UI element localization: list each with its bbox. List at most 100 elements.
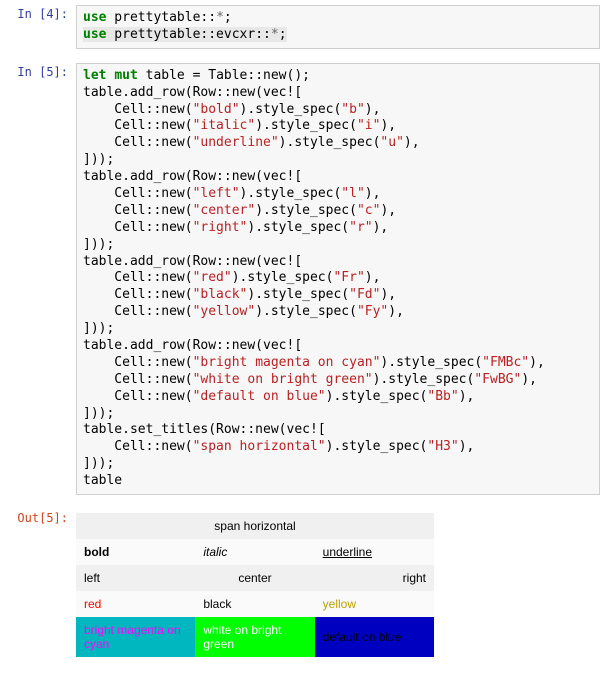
code-text: ])); bbox=[83, 321, 114, 336]
str: "underline" bbox=[193, 135, 279, 150]
vec-macro: vec! bbox=[263, 169, 294, 184]
kw-let: let bbox=[83, 68, 106, 83]
table-row: redblackyellow bbox=[76, 591, 434, 617]
semi: ; bbox=[224, 10, 232, 25]
str: "Fd" bbox=[349, 287, 380, 302]
str: "Fr" bbox=[333, 270, 364, 285]
code-text: table = Table::new(); bbox=[138, 68, 310, 83]
star: * bbox=[271, 27, 279, 42]
str: "l" bbox=[341, 186, 364, 201]
code-text: table.add_row(Row::new( bbox=[83, 254, 263, 269]
code-text: Cell::new( bbox=[83, 372, 193, 387]
table-row: bright magenta on cyanwhite on bright gr… bbox=[76, 617, 434, 657]
code-text: ).style_spec( bbox=[247, 220, 349, 235]
table-cell: center bbox=[195, 565, 314, 591]
code-text: ).style_spec( bbox=[326, 389, 428, 404]
str: "white on bright green" bbox=[193, 372, 373, 387]
code-text: ).style_spec( bbox=[373, 372, 475, 387]
prompt-in-5: In [5]: bbox=[0, 63, 76, 79]
code-text: table.add_row(Row::new( bbox=[83, 85, 263, 100]
code-text: Cell::new( bbox=[83, 304, 193, 319]
code-text: ).style_spec( bbox=[255, 118, 357, 133]
cell-out-5: Out[5]: span horizontal bolditalicunderl… bbox=[0, 509, 600, 661]
str: "H3" bbox=[427, 439, 458, 454]
output-table: span horizontal bolditalicunderlineleftc… bbox=[76, 513, 434, 657]
code-text: ), bbox=[373, 220, 389, 235]
table-cell: left bbox=[76, 565, 195, 591]
code-text: table.add_row(Row::new( bbox=[83, 169, 263, 184]
code-text: ), bbox=[380, 203, 396, 218]
str: "red" bbox=[193, 270, 232, 285]
str: "u" bbox=[380, 135, 403, 150]
ns: prettytable:: bbox=[106, 10, 216, 25]
vec-macro: vec! bbox=[263, 254, 294, 269]
str: "center" bbox=[193, 203, 256, 218]
str: "bright magenta on cyan" bbox=[193, 355, 381, 370]
str: "FMBc" bbox=[482, 355, 529, 370]
str: "yellow" bbox=[193, 304, 256, 319]
table-cell: white on bright green bbox=[195, 617, 314, 657]
str: "Bb" bbox=[427, 389, 458, 404]
code-text: ).style_spec( bbox=[240, 186, 342, 201]
str: "i" bbox=[357, 118, 380, 133]
str: "right" bbox=[193, 220, 248, 235]
code-text: Cell::new( bbox=[83, 287, 193, 302]
code-text: Cell::new( bbox=[83, 389, 193, 404]
code-text: ])); bbox=[83, 456, 114, 471]
bracket: [ bbox=[294, 85, 302, 100]
code-text: ).style_spec( bbox=[380, 355, 482, 370]
bracket: [ bbox=[294, 254, 302, 269]
code-text: ), bbox=[529, 355, 545, 370]
code-text: ).style_spec( bbox=[247, 287, 349, 302]
kw-mut: mut bbox=[114, 68, 137, 83]
str: "c" bbox=[357, 203, 380, 218]
vec-macro: vec! bbox=[263, 85, 294, 100]
code-text: ), bbox=[388, 304, 404, 319]
table-title-row: span horizontal bbox=[76, 513, 434, 539]
code-text: ).style_spec( bbox=[279, 135, 381, 150]
str: "default on blue" bbox=[193, 389, 326, 404]
star: * bbox=[216, 10, 224, 25]
code-text: ), bbox=[365, 102, 381, 117]
code-text: Cell::new( bbox=[83, 186, 193, 201]
table-cell: underline bbox=[315, 539, 434, 565]
table-cell: right bbox=[315, 565, 434, 591]
table-cell: default on blue bbox=[315, 617, 434, 657]
code-text: ).style_spec( bbox=[240, 102, 342, 117]
bracket: [ bbox=[294, 169, 302, 184]
str: "FwBG" bbox=[474, 372, 521, 387]
str: "Fy" bbox=[357, 304, 388, 319]
bracket: [ bbox=[294, 338, 302, 353]
table-row: bolditalicunderline bbox=[76, 539, 434, 565]
cell-in-5: In [5]: let mut table = Table::new(); ta… bbox=[0, 63, 600, 495]
code-text: ), bbox=[365, 186, 381, 201]
prompt-out-5: Out[5]: bbox=[0, 509, 76, 525]
vec-macro: vec! bbox=[263, 338, 294, 353]
table-title: span horizontal bbox=[76, 513, 434, 539]
code-text: Cell::new( bbox=[83, 270, 193, 285]
code-text: ), bbox=[459, 389, 475, 404]
code-text: Cell::new( bbox=[83, 102, 193, 117]
code-text: ).style_spec( bbox=[255, 304, 357, 319]
code-text: Cell::new( bbox=[83, 118, 193, 133]
code-text: table bbox=[83, 473, 122, 488]
kw-use: use bbox=[83, 10, 106, 25]
str: "r" bbox=[349, 220, 372, 235]
code-area-4[interactable]: use prettytable::*; use prettytable::evc… bbox=[76, 5, 600, 49]
code-area-5[interactable]: let mut table = Table::new(); table.add_… bbox=[76, 63, 600, 495]
code-text: Cell::new( bbox=[83, 355, 193, 370]
table-cell: yellow bbox=[315, 591, 434, 617]
code-text: ), bbox=[365, 270, 381, 285]
vec-macro: vec! bbox=[287, 422, 318, 437]
code-text: table.add_row(Row::new( bbox=[83, 338, 263, 353]
code-text: Cell::new( bbox=[83, 439, 193, 454]
code-text: ).style_spec( bbox=[232, 270, 334, 285]
table-cell: bold bbox=[76, 539, 195, 565]
semi: ; bbox=[279, 27, 287, 42]
str: "b" bbox=[341, 102, 364, 117]
prompt-in-4: In [4]: bbox=[0, 5, 76, 21]
str: "left" bbox=[193, 186, 240, 201]
output-area-5: span horizontal bolditalicunderlineleftc… bbox=[76, 509, 600, 661]
table-row: leftcenterright bbox=[76, 565, 434, 591]
cell-in-4: In [4]: use prettytable::*; use prettyta… bbox=[0, 5, 600, 49]
